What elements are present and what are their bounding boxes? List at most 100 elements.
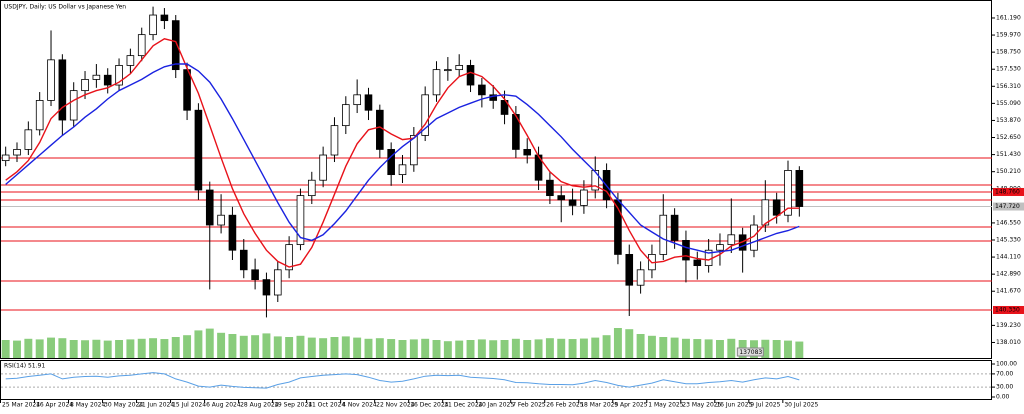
moving-average bbox=[5, 63, 800, 254]
volume-bar bbox=[126, 339, 135, 358]
volume-bar bbox=[387, 339, 396, 358]
candle-body bbox=[387, 149, 395, 176]
volume-bar bbox=[375, 338, 384, 358]
y-tick-label: 139.230 bbox=[996, 322, 1021, 329]
y-tick-label: 153.870 bbox=[996, 117, 1021, 124]
rsi-pane bbox=[0, 360, 992, 400]
volume-bar bbox=[285, 337, 294, 358]
volume-bar bbox=[319, 338, 328, 358]
volume-bar bbox=[69, 340, 78, 358]
candle-body bbox=[568, 199, 577, 206]
candle-body bbox=[455, 65, 463, 71]
volume-bar bbox=[443, 341, 452, 358]
volume-bar bbox=[466, 340, 475, 358]
candle-body bbox=[1, 154, 10, 162]
candle-body bbox=[149, 14, 157, 36]
volume-bar bbox=[160, 339, 169, 358]
candle-body bbox=[58, 59, 67, 121]
candle-body bbox=[682, 240, 690, 261]
candle-body bbox=[262, 279, 271, 296]
volume-bar bbox=[115, 340, 124, 358]
volume-label: 137083 bbox=[739, 349, 762, 356]
x-tick-label: 9 Apr 2025 bbox=[614, 402, 647, 409]
volume-bar bbox=[511, 338, 520, 358]
x-tick-label: 1 May 2025 bbox=[648, 402, 683, 409]
volume-bar bbox=[398, 340, 407, 358]
candle-body bbox=[307, 179, 316, 197]
volume-bar bbox=[194, 330, 203, 358]
x-tick-label: 25 Mar 2024 bbox=[2, 402, 40, 409]
candle-body bbox=[81, 79, 89, 92]
candle-body bbox=[772, 199, 781, 216]
level-label-box bbox=[993, 187, 1024, 196]
candle-body bbox=[784, 170, 792, 216]
volume-bar bbox=[545, 338, 554, 358]
volume-bar bbox=[409, 339, 418, 358]
candle-body bbox=[795, 170, 804, 207]
price-pane bbox=[0, 0, 992, 359]
candle-body bbox=[410, 135, 418, 166]
volume-bar bbox=[659, 337, 668, 358]
candle-body bbox=[319, 154, 327, 181]
volume-bar bbox=[262, 333, 271, 358]
rsi-tick-label: 70.00 bbox=[996, 370, 1013, 377]
volume-bar bbox=[205, 328, 214, 358]
candle-body bbox=[466, 65, 475, 86]
candle-body bbox=[580, 189, 588, 206]
x-tick-label: 31 Dec 2024 bbox=[444, 402, 483, 409]
volume-bar bbox=[591, 337, 600, 358]
volume-bar bbox=[251, 335, 260, 358]
volume-bar bbox=[500, 340, 509, 358]
candle-body bbox=[194, 109, 203, 191]
volume-bar bbox=[217, 332, 226, 358]
rsi-line bbox=[5, 372, 800, 389]
candle-body bbox=[557, 195, 566, 201]
volume-bar bbox=[455, 340, 464, 358]
y-tick-label: 152.650 bbox=[996, 134, 1021, 141]
x-tick-label: 23 May 2025 bbox=[682, 402, 721, 409]
volume-bar bbox=[13, 340, 21, 358]
x-tick-label: 16 Apr 2024 bbox=[36, 402, 73, 409]
volume-bar bbox=[296, 335, 305, 358]
volume-bar bbox=[92, 339, 101, 358]
x-tick-label: 16 Dec 2024 bbox=[410, 402, 449, 409]
volume-bar bbox=[364, 338, 373, 358]
y-tick-label: 142.890 bbox=[996, 271, 1021, 278]
x-tick-label: 20 Jan 2025 bbox=[478, 402, 514, 409]
x-tick-label: 6 Aug 2024 bbox=[206, 402, 241, 409]
volume-bar bbox=[273, 336, 282, 358]
candle-body bbox=[523, 149, 532, 156]
y-tick-label: 141.670 bbox=[996, 288, 1021, 295]
x-tick-label: 21 Jun 2024 bbox=[138, 402, 174, 409]
candle-body bbox=[47, 59, 55, 101]
volume-label-box bbox=[736, 347, 764, 357]
x-tick-label: 15 Jul 2024 bbox=[172, 402, 206, 409]
volume-bar bbox=[477, 339, 486, 358]
candle-body bbox=[13, 149, 21, 156]
moving-average bbox=[5, 38, 800, 268]
x-tick-label: 16 Jun 2025 bbox=[716, 402, 752, 409]
candle-body bbox=[636, 269, 645, 286]
candle-body bbox=[239, 249, 248, 271]
volume-bar bbox=[330, 337, 339, 358]
x-tick-label: 22 Nov 2024 bbox=[376, 402, 415, 409]
volume-bar bbox=[795, 341, 804, 358]
candle-body bbox=[183, 69, 191, 111]
volume-bar bbox=[568, 339, 577, 358]
volume-bar bbox=[579, 338, 588, 358]
volume-bar bbox=[557, 338, 566, 358]
volume-bar bbox=[341, 336, 350, 358]
x-tick-label: 9 Jul 2025 bbox=[750, 402, 780, 409]
candle-body bbox=[478, 84, 486, 96]
current-price-label: 147.720 bbox=[995, 203, 1020, 210]
candle-body bbox=[171, 20, 180, 71]
x-tick-label: 7 Feb 2025 bbox=[512, 402, 546, 409]
candle-body bbox=[727, 234, 736, 246]
candle-body bbox=[625, 254, 634, 286]
x-tick-label: 4 Nov 2024 bbox=[342, 402, 377, 409]
volume-bar bbox=[149, 338, 158, 358]
level-label: 148.760 bbox=[995, 188, 1020, 195]
candle-body bbox=[444, 69, 452, 72]
volume-bar bbox=[772, 340, 781, 358]
candle-body bbox=[330, 125, 339, 156]
